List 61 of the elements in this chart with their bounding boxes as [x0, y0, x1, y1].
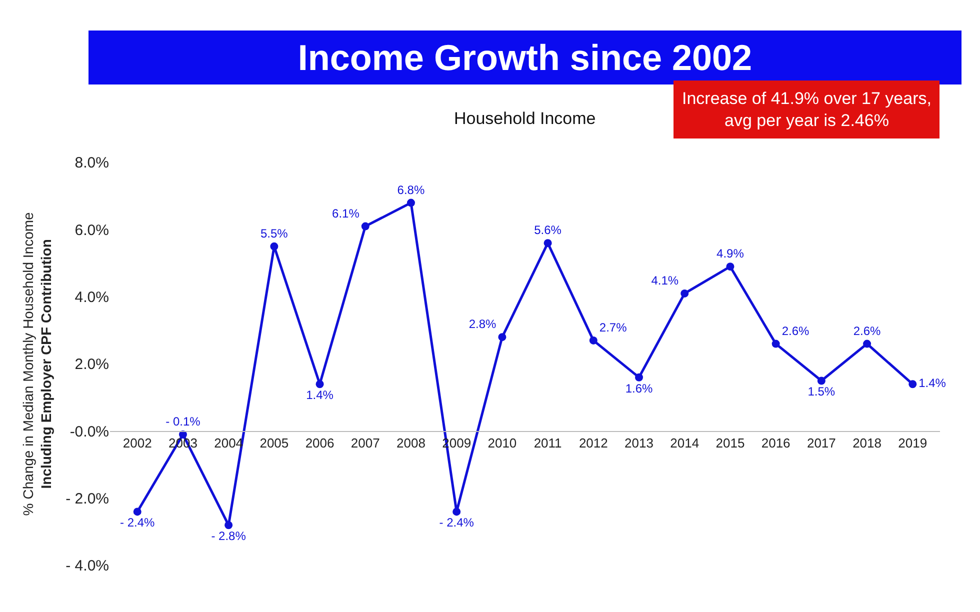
point: [726, 262, 734, 271]
x-tick-label: 2005: [260, 436, 289, 451]
text: Increase of 41.9% over 17 years, avg per year is 2.46%: [682, 89, 932, 130]
data-label: 5.5%: [260, 226, 288, 240]
data-label: - 0.1%: [166, 414, 201, 428]
y-axis-title: % Change in Median Monthly Household Income Including Employer CPF Contribution: [20, 212, 54, 516]
data-label: 6.8%: [397, 182, 425, 197]
data-label: 1.4%: [306, 388, 334, 402]
data-label: 4.1%: [651, 273, 679, 288]
x-tick-label: 2011: [534, 436, 562, 451]
data-label: 1.4%: [918, 376, 946, 390]
y-tick-label: 8.0%: [74, 154, 109, 172]
x-tick-label: 2019: [898, 436, 928, 451]
x-tick-label: 2014: [670, 436, 700, 451]
point: [452, 508, 461, 516]
data-label: 2.7%: [599, 320, 628, 334]
point: [772, 340, 780, 348]
x-tick-label: 2018: [852, 436, 882, 451]
data-label: 6.1%: [332, 206, 360, 220]
x-tick-label: 2008: [396, 436, 426, 451]
data-label: - 2.4%: [120, 516, 156, 530]
point: [316, 380, 324, 388]
point: [133, 508, 142, 516]
chart-subtitle: Household Income: [454, 109, 596, 128]
point: [544, 239, 552, 248]
y-tick-label: - 2.0%: [66, 490, 109, 508]
point: [863, 340, 872, 348]
data-label: - 2.4%: [439, 516, 474, 530]
data-label: 1.5%: [808, 384, 836, 399]
x-tick-label: 2010: [488, 436, 517, 451]
point: [270, 242, 278, 250]
x-tick-label: 2006: [305, 436, 334, 451]
x-tick-label: 2013: [624, 436, 654, 451]
point: [224, 521, 233, 530]
point: [908, 380, 917, 388]
x-tick-label: 2012: [578, 436, 608, 451]
y-tick-label: - 4.0%: [66, 558, 109, 575]
data-label: 2.6%: [782, 324, 810, 338]
point: [361, 222, 370, 230]
point: [498, 333, 506, 342]
chart-title: Income Growth since 2002: [298, 37, 752, 78]
x-tick-label: 2015: [716, 436, 745, 451]
point: [406, 198, 415, 207]
data-label: - 2.8%: [211, 529, 246, 544]
x-tick-label: 2002: [122, 436, 152, 451]
point: [680, 289, 689, 298]
point: [589, 336, 598, 344]
data-label: 2.6%: [853, 324, 882, 338]
point: [817, 376, 826, 385]
y-tick-label: 4.0%: [74, 289, 109, 306]
x-tick-label: 2016: [761, 436, 790, 451]
data-label: 2.8%: [468, 317, 497, 332]
y-tick-label: -0.0%: [70, 423, 109, 440]
data-label: 1.6%: [625, 381, 654, 396]
y-tick-label: 2.0%: [74, 356, 109, 374]
x-tick-label: 2007: [350, 436, 380, 451]
y-tick-label: 6.0%: [74, 222, 109, 239]
data-label: 4.9%: [716, 246, 744, 261]
point: [635, 373, 644, 382]
data-label: 5.6%: [534, 223, 562, 238]
x-tick-label: 2017: [806, 436, 836, 451]
